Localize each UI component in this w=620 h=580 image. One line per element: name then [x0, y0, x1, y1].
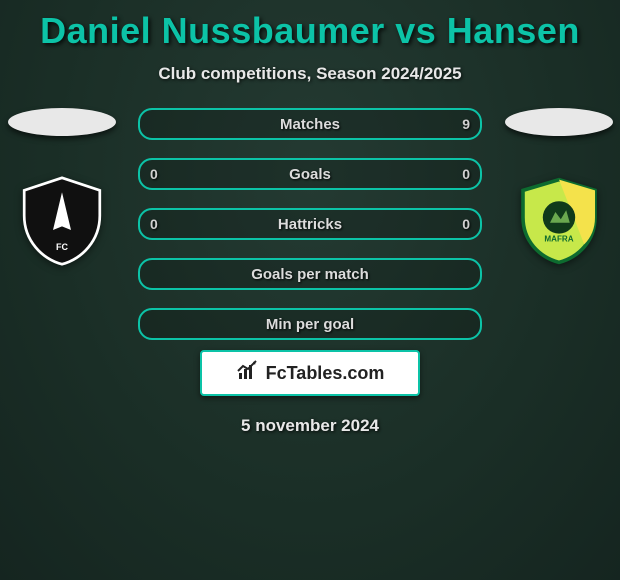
- page-title: Daniel Nussbaumer vs Hansen: [0, 0, 620, 52]
- stat-right-value: 0: [462, 166, 470, 182]
- stat-label: Hattricks: [278, 216, 342, 233]
- chart-icon: [236, 359, 260, 388]
- player-left-club-crest: FC: [17, 176, 107, 266]
- stat-row: Goals per match: [138, 258, 482, 290]
- stat-right-value: 0: [462, 216, 470, 232]
- player-right-avatar: [505, 108, 613, 136]
- stat-left-value: 0: [150, 216, 158, 232]
- stat-row: 0 Goals 0: [138, 158, 482, 190]
- player-left: FC: [4, 108, 119, 266]
- stat-left-value: 0: [150, 166, 158, 182]
- stat-right-value: 9: [462, 116, 470, 132]
- player-right-club-crest: MAFRA: [514, 176, 604, 266]
- site-text: FcTables.com: [266, 363, 385, 384]
- stat-label: Matches: [280, 116, 340, 133]
- stat-row: 0 Hattricks 0: [138, 208, 482, 240]
- svg-text:FC: FC: [56, 242, 68, 252]
- date: 5 november 2024: [0, 416, 620, 436]
- stat-bars: Matches 9 0 Goals 0 0 Hattricks 0 Goals …: [138, 108, 482, 358]
- stats-area: FC MAFRA Matches 9: [0, 108, 620, 338]
- subtitle: Club competitions, Season 2024/2025: [0, 64, 620, 84]
- stat-label: Goals per match: [251, 266, 369, 283]
- stat-row: Matches 9: [138, 108, 482, 140]
- stat-label: Min per goal: [266, 316, 354, 333]
- player-left-avatar: [8, 108, 116, 136]
- stat-row: Min per goal: [138, 308, 482, 340]
- stat-label: Goals: [289, 166, 331, 183]
- svg-text:MAFRA: MAFRA: [544, 235, 573, 244]
- player-right: MAFRA: [501, 108, 616, 266]
- comparison-card: Daniel Nussbaumer vs Hansen Club competi…: [0, 0, 620, 580]
